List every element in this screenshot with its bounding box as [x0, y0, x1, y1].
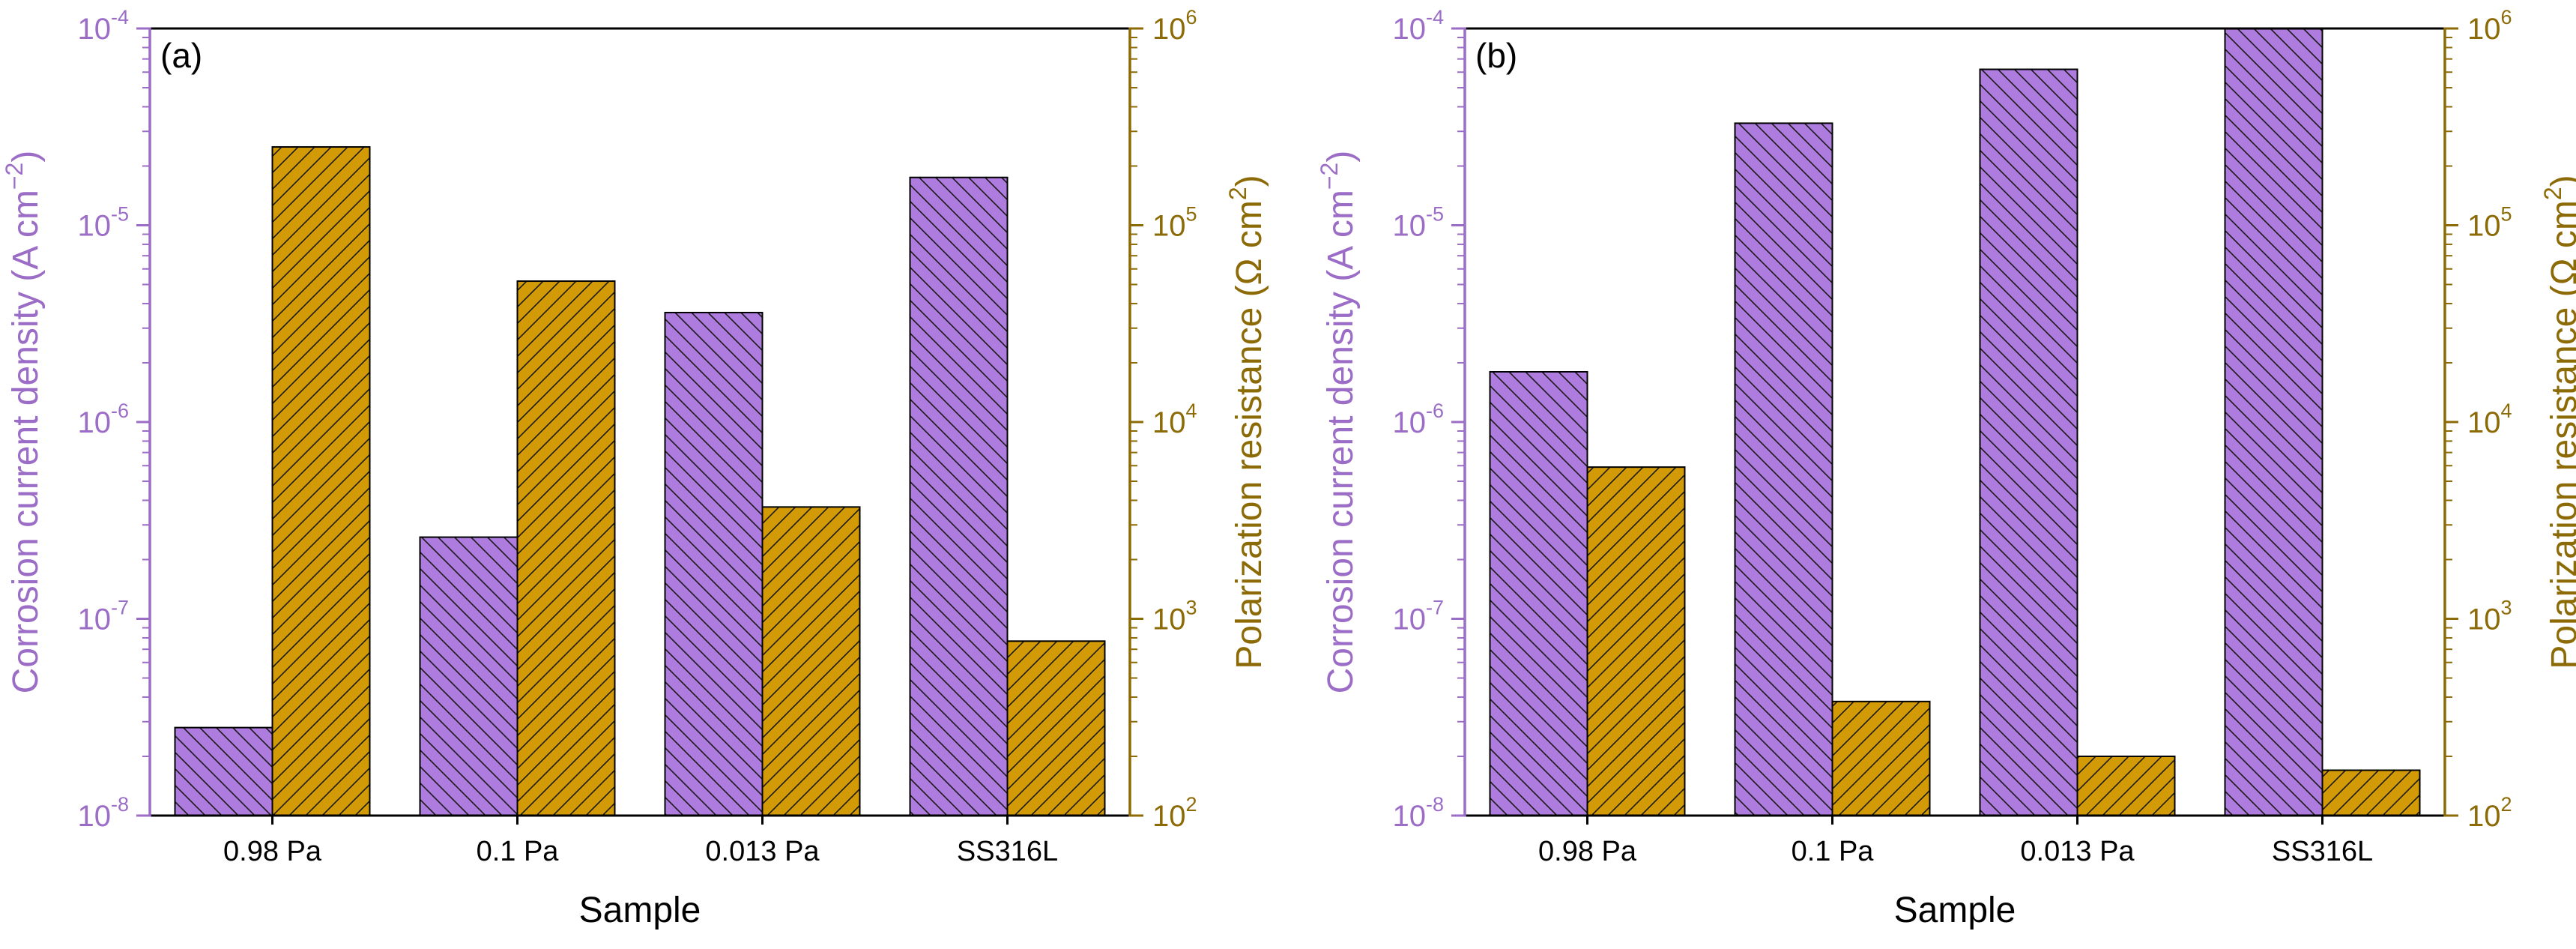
x-tick-label: 0.013 Pa — [2020, 836, 2135, 867]
left-tick-label: 10-7 — [77, 597, 129, 636]
bar-current-density — [1979, 68, 2078, 816]
panel-a: 0.98 Pa 0.1 Pa 0.013 Pa SS316L 10-8 10-7 10-6 1… — [1, 6, 1269, 930]
bar-current-density — [909, 176, 1009, 816]
left-tick-label: 10-5 — [1392, 203, 1444, 243]
right-tick-label: 106 — [2467, 6, 2512, 46]
x-tick-label: SS316L — [957, 836, 1058, 867]
bar-current-density — [174, 726, 273, 817]
right-tick-label: 105 — [1152, 203, 1197, 243]
right-axis-title: Polarization resistance (Ω cm2) — [1224, 175, 1269, 669]
bar-polarization-resistance — [1006, 640, 1106, 817]
left-tick-label: 10-7 — [1392, 597, 1444, 636]
x-tick-label: 0.013 Pa — [705, 836, 820, 867]
bar-current-density — [1734, 122, 1833, 817]
x-tick-label: 0.1 Pa — [477, 836, 560, 867]
right-tick-label: 104 — [2467, 400, 2512, 439]
bar-polarization-resistance — [1831, 700, 1931, 817]
left-tick-label: 10-8 — [77, 793, 129, 833]
left-tick-label: 10-6 — [77, 400, 129, 439]
bar-polarization-resistance — [271, 146, 371, 816]
bar-current-density — [419, 536, 518, 817]
bar-current-density — [664, 311, 764, 816]
left-tick-label: 10-5 — [77, 203, 129, 243]
bar-polarization-resistance — [1586, 466, 1686, 817]
right-tick-label: 105 — [2467, 203, 2512, 243]
right-tick-label: 102 — [1152, 793, 1197, 833]
left-tick-label: 10-6 — [1392, 400, 1444, 439]
bar-current-density — [2224, 28, 2323, 816]
x-tick-label: 0.1 Pa — [1792, 836, 1875, 867]
x-tick-label: SS316L — [2272, 836, 2373, 867]
panel-label: (b) — [1475, 36, 1517, 75]
x-axis-title: Sample — [579, 891, 701, 930]
left-axis-title: Corrosion current density (A cm−2) — [1, 151, 46, 694]
bar-polarization-resistance — [2321, 769, 2421, 817]
right-tick-label: 103 — [1152, 597, 1197, 636]
left-axis-title: Corrosion current density (A cm−2) — [1316, 151, 1361, 694]
right-tick-label: 103 — [2467, 597, 2512, 636]
right-tick-label: 102 — [2467, 793, 2512, 833]
panel-label: (a) — [160, 36, 202, 75]
right-tick-label: 106 — [1152, 6, 1197, 46]
left-tick-label: 10-4 — [77, 6, 129, 46]
right-tick-label: 104 — [1152, 400, 1197, 439]
bar-polarization-resistance — [2076, 755, 2176, 816]
panel-b: 0.98 Pa 0.1 Pa 0.013 Pa SS316L 10-8 10-7 10-6 1… — [1316, 6, 2576, 930]
x-tick-label: 0.98 Pa — [1538, 836, 1637, 867]
left-tick-label: 10-4 — [1392, 6, 1444, 46]
bar-polarization-resistance — [516, 280, 616, 816]
bar-current-density — [1489, 370, 1588, 816]
left-tick-label: 10-8 — [1392, 793, 1444, 833]
x-axis-title: Sample — [1894, 891, 2016, 930]
x-tick-label: 0.98 Pa — [223, 836, 322, 867]
bar-polarization-resistance — [761, 506, 861, 816]
right-axis-title: Polarization resistance (Ω cm2) — [2539, 175, 2576, 669]
